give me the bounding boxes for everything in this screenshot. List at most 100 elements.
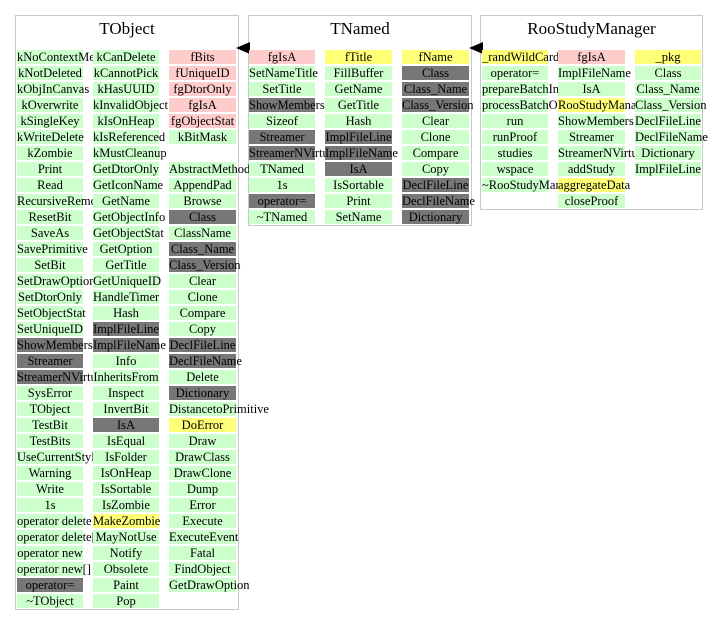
member-cell: 1s (249, 178, 315, 192)
member-cell: GetOption (93, 242, 159, 256)
member-cell (169, 146, 236, 160)
member-cell: Print (325, 194, 392, 208)
member-cell: Hash (93, 306, 159, 320)
member-cell: prepareBatchInput (482, 82, 576, 96)
member-cell: ImplFileLine (93, 322, 159, 336)
member-cell: operator new[] (17, 562, 91, 576)
member-cell: Class_Name (169, 242, 236, 256)
member-cell: ShowMembers (249, 98, 325, 112)
member-cell: _randWildCardSpec (482, 50, 584, 64)
member-cell: kObjInCanvas (17, 82, 90, 96)
member-cell: StreamerNVirtual (249, 146, 338, 160)
member-cell: Clear (169, 274, 236, 288)
member-cell: SetUniqueID (17, 322, 83, 336)
member-cell: GetTitle (325, 98, 392, 112)
member-cell: SetObjectStat (17, 306, 86, 320)
member-cell: operator new (17, 546, 83, 560)
member-cell: GetName (93, 194, 159, 208)
member-cell: addStudy (558, 162, 625, 176)
member-cell: SetDtorOnly (17, 290, 83, 304)
member-cell: kSingleKey (17, 114, 83, 128)
member-cell: Class_Name (635, 82, 701, 96)
member-cell: GetDrawOption (169, 578, 250, 592)
member-cell: GetTitle (93, 258, 159, 272)
member-cell: IsOnHeap (93, 466, 159, 480)
member-cell: Compare (402, 146, 469, 160)
member-cell: ~TObject (17, 594, 83, 608)
member-cell: Draw (169, 434, 236, 448)
member-cell: Fatal (169, 546, 236, 560)
member-cell: studies (482, 146, 548, 160)
member-cell: ~RooStudyManager (482, 178, 584, 192)
member-cell: Error (169, 498, 236, 512)
member-cell: kIsReferenced (93, 130, 166, 144)
member-cell: ResetBit (17, 210, 83, 224)
member-cell: Read (17, 178, 83, 192)
member-cell: kBitMask (169, 130, 236, 144)
member-cell: processBatchOutput (482, 98, 584, 112)
member-cell: FindObject (169, 562, 236, 576)
member-cell: kZombie (17, 146, 83, 160)
member-cell: Sizeof (249, 114, 315, 128)
member-cell: RooStudyManager (558, 98, 653, 112)
member-cell: ShowMembers (558, 114, 634, 128)
member-cell: Print (17, 162, 83, 176)
member-cell: Inspect (93, 386, 159, 400)
member-cell: GetObjectStat (93, 226, 164, 240)
member-cell: Streamer (249, 130, 315, 144)
member-cell: ClassName (169, 226, 236, 240)
class-box-roostudymanager: RooStudyManager (480, 15, 703, 210)
member-cell: Class_Version (169, 258, 241, 272)
member-cell: IsZombie (93, 498, 159, 512)
class-title-tobject: TObject (99, 19, 155, 38)
member-cell: StreamerNVirtual (558, 146, 647, 160)
member-cell: operator= (17, 578, 83, 592)
member-cell: ImplFileLine (325, 130, 392, 144)
member-cell: TestBits (17, 434, 83, 448)
member-cell: SavePrimitive (17, 242, 88, 256)
member-cell: SetBit (17, 258, 83, 272)
member-cell: GetIconName (93, 178, 164, 192)
member-cell: AbstractMethod (169, 162, 251, 176)
member-cell: wspace (482, 162, 548, 176)
member-cell: DrawClone (169, 466, 236, 480)
member-cell: SetNameTitle (249, 66, 318, 80)
member-cell: DrawClass (169, 450, 236, 464)
member-cell: ExecuteEvent (169, 530, 239, 544)
member-cell: operator delete (17, 514, 92, 528)
member-cell: Delete (169, 370, 236, 384)
member-cell: Write (17, 482, 83, 496)
member-cell: kInvalidObject (93, 98, 168, 112)
member-cell: UseCurrentStyle (17, 450, 101, 464)
member-cell: RecursiveRemove (17, 194, 109, 208)
member-cell: Streamer (558, 130, 625, 144)
member-cell: Paint (93, 578, 159, 592)
member-cell: SetName (325, 210, 392, 224)
member-cell: kOverwrite (17, 98, 83, 112)
member-cell: kCanDelete (93, 50, 159, 64)
member-cell: Dictionary (402, 210, 469, 224)
member-cell: Copy (402, 162, 469, 176)
member-cell: kHasUUID (93, 82, 159, 96)
member-cell: Copy (169, 322, 236, 336)
member-cell: StreamerNVirtual (17, 370, 106, 384)
member-cell: operator= (482, 66, 548, 80)
member-cell: Execute (169, 514, 236, 528)
member-cell: ~TNamed (249, 210, 315, 224)
member-cell: kNoContextMenu (17, 50, 108, 64)
member-cell: fgIsA (558, 50, 625, 64)
member-cell: DeclFileLine (635, 114, 701, 128)
member-cell: kMustCleanup (93, 146, 167, 160)
member-cell: Clear (402, 114, 469, 128)
member-cell: InheritsFrom (93, 370, 159, 384)
member-cell: Clone (169, 290, 236, 304)
member-cell: ShowMembers (17, 338, 93, 352)
member-cell: ImplFileLine (635, 162, 701, 176)
member-cell: ImplFileName (558, 66, 631, 80)
member-cell: DoError (169, 418, 236, 432)
member-cell: closeProof (558, 194, 625, 208)
member-cell: Clone (402, 130, 469, 144)
member-cell: fgObjectStat (169, 114, 236, 128)
member-cell: SaveAs (17, 226, 83, 240)
member-cell: kNotDeleted (17, 66, 83, 80)
